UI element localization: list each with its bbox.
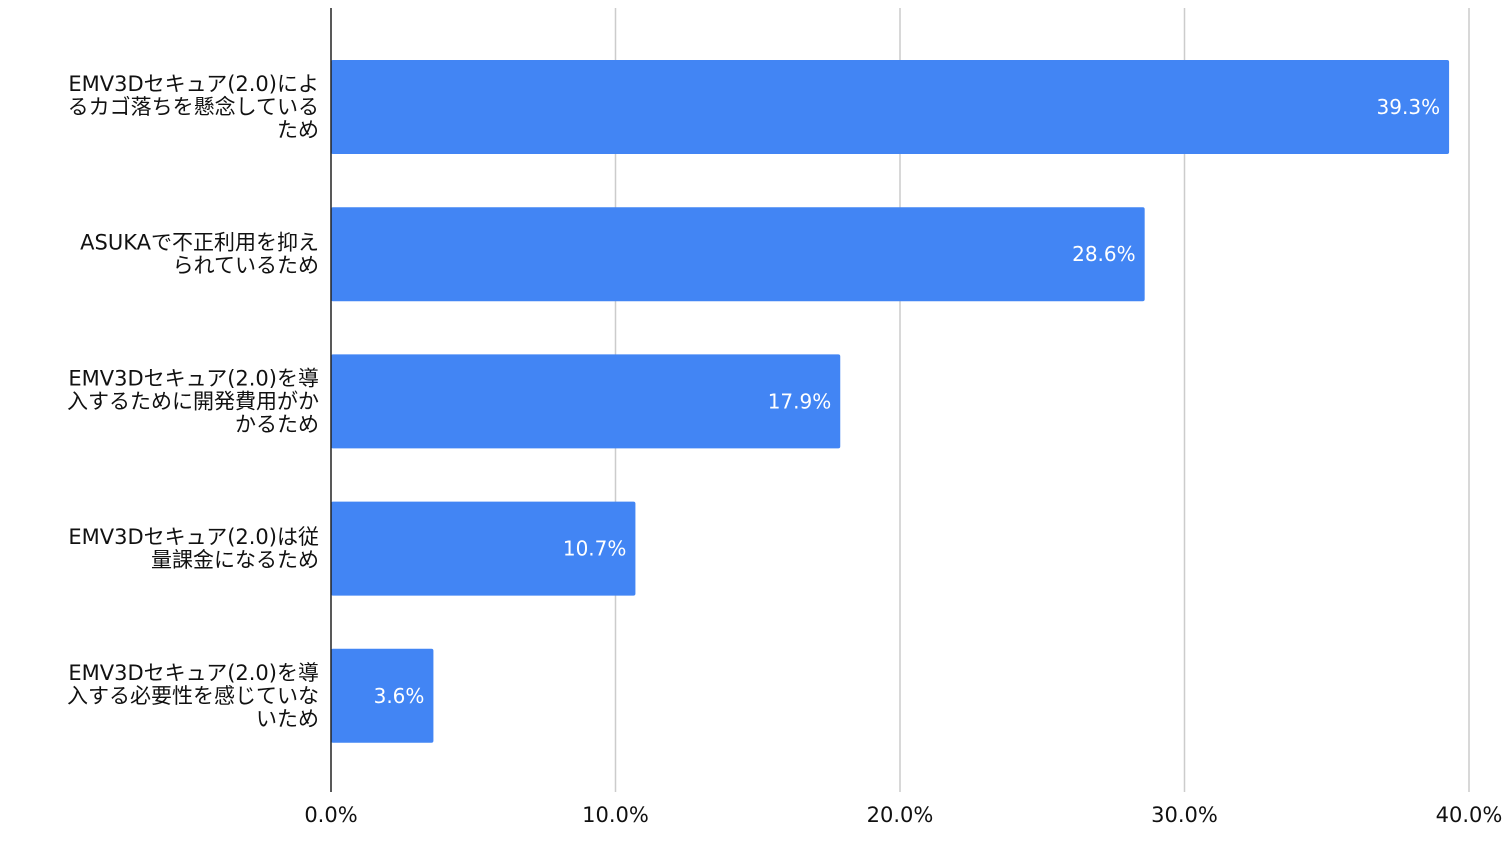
bar	[331, 354, 841, 449]
category-label: EMV3Dセキュア(2.0)によるカゴ落ちを懸念しているため	[68, 72, 319, 142]
x-tick-label: 10.0%	[582, 803, 649, 827]
data-label: 17.9%	[768, 389, 832, 413]
x-tick-label: 0.0%	[304, 803, 357, 827]
data-label: 28.6%	[1072, 242, 1136, 266]
x-tick-label: 20.0%	[867, 803, 934, 827]
bar	[331, 60, 1450, 154]
category-label: ASUKAで不正利用を抑えられているため	[80, 231, 319, 278]
bar	[331, 648, 434, 743]
data-label: 10.7%	[563, 537, 627, 561]
bar	[331, 207, 1145, 302]
bar	[331, 501, 636, 596]
category-label: EMV3Dセキュア(2.0)は従量課金になるため	[68, 525, 319, 572]
data-label: 3.6%	[374, 684, 425, 708]
data-label: 39.3%	[1377, 95, 1441, 119]
category-label: EMV3Dセキュア(2.0)を導入するために開発費用がかかるため	[67, 366, 319, 436]
category-label: EMV3Dセキュア(2.0)を導入する必要性を感じていないため	[67, 661, 319, 731]
x-tick-label: 30.0%	[1151, 803, 1218, 827]
bars: 39.3% 28.6% 17.9% 10.7% 3.6%	[331, 60, 1450, 743]
x-axis-tick-labels: 0.0% 10.0% 20.0% 30.0% 40.0%	[304, 803, 1502, 827]
x-tick-label: 40.0%	[1436, 803, 1503, 827]
category-labels: EMV3Dセキュア(2.0)によるカゴ落ちを懸念しているため ASUKAで不正利用…	[67, 72, 319, 731]
